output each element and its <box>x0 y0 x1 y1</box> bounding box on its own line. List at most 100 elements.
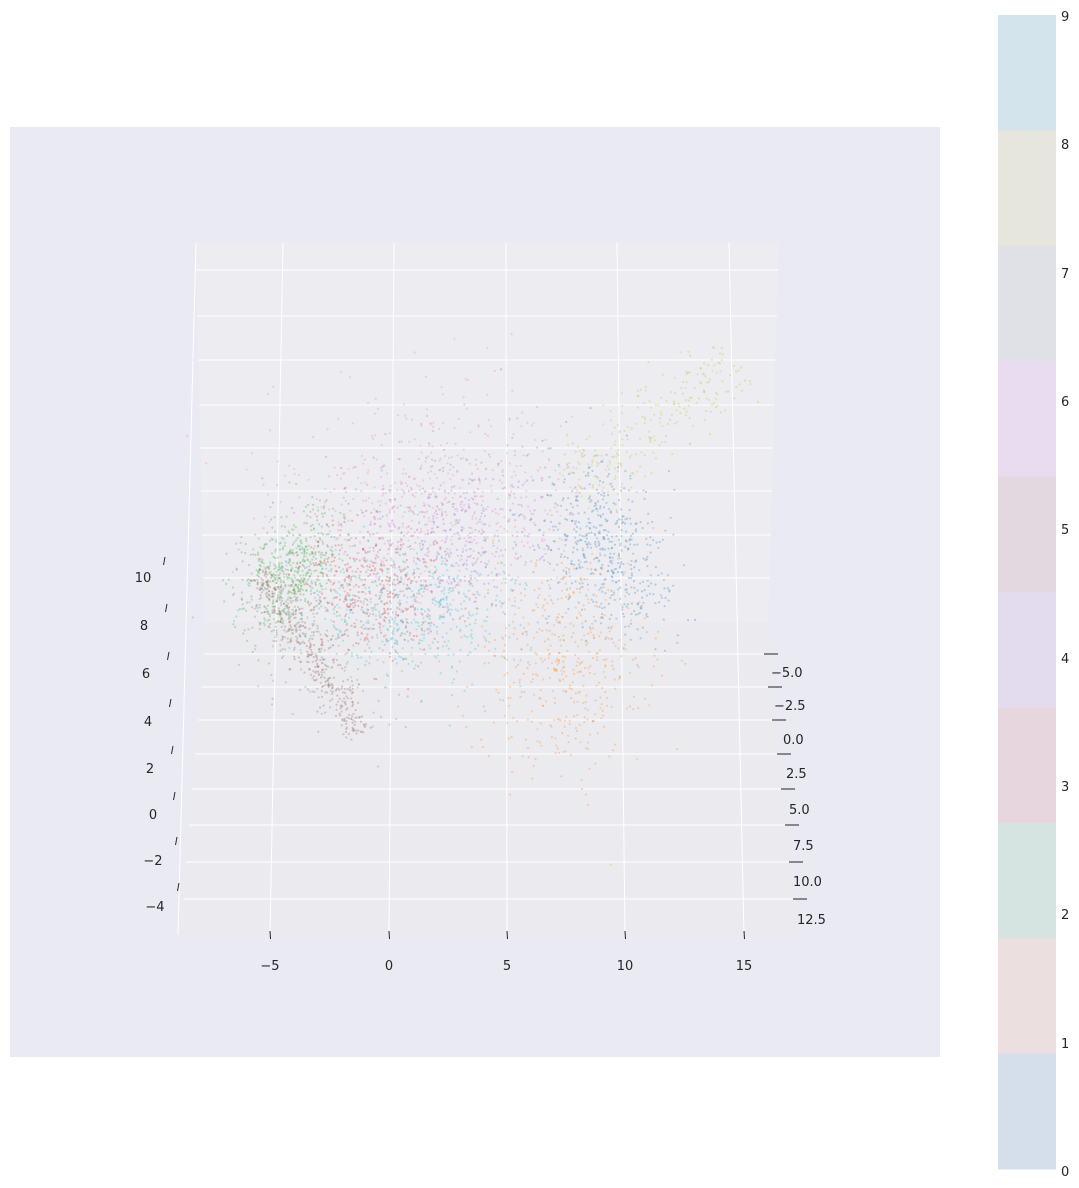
data-point <box>274 550 277 553</box>
data-point <box>351 729 354 732</box>
data-point <box>646 579 649 582</box>
data-point <box>570 511 573 514</box>
data-point <box>507 697 510 700</box>
data-point <box>643 416 646 419</box>
data-point <box>723 409 727 412</box>
data-point <box>393 642 397 645</box>
data-point <box>252 553 255 556</box>
data-point <box>283 607 286 610</box>
colorbar-label: 6 <box>1061 395 1069 410</box>
data-point <box>519 659 522 662</box>
data-point <box>578 450 581 453</box>
data-point <box>670 413 674 416</box>
data-point <box>699 366 702 369</box>
data-point <box>502 577 505 580</box>
data-point <box>512 470 516 473</box>
data-point <box>384 502 387 505</box>
data-point <box>393 563 396 566</box>
data-point <box>423 579 426 582</box>
data-point <box>473 490 476 493</box>
data-point <box>469 614 472 618</box>
data-point <box>427 471 430 474</box>
data-point <box>459 495 462 498</box>
data-point <box>388 577 392 580</box>
data-point <box>473 512 476 516</box>
colorbar-label: 9 <box>1061 10 1069 25</box>
data-point <box>521 755 524 758</box>
data-point <box>447 640 450 643</box>
data-point <box>292 553 295 557</box>
data-point <box>608 755 611 758</box>
data-point <box>369 560 373 563</box>
data-point <box>409 509 412 512</box>
data-point <box>592 720 595 723</box>
data-point <box>477 551 480 554</box>
data-point <box>435 630 439 633</box>
data-point <box>600 602 603 605</box>
data-point <box>289 599 292 602</box>
data-point <box>418 639 422 642</box>
data-point <box>278 610 281 613</box>
data-point <box>484 468 487 471</box>
data-point <box>311 660 314 664</box>
data-point <box>591 720 594 723</box>
data-point <box>302 558 305 561</box>
data-point <box>355 716 359 719</box>
data-point <box>598 605 601 608</box>
data-point <box>309 673 312 677</box>
data-point <box>300 551 303 555</box>
data-point <box>600 717 603 720</box>
data-point <box>461 478 464 481</box>
data-point <box>451 665 454 668</box>
data-point <box>608 460 611 463</box>
data-point <box>319 659 322 662</box>
data-point <box>385 673 388 676</box>
data-point <box>475 596 478 599</box>
data-point <box>618 430 621 433</box>
data-point <box>396 628 399 631</box>
data-point <box>344 620 347 623</box>
data-point <box>325 567 328 571</box>
z-tick-label: 8 <box>140 619 148 634</box>
data-point <box>299 624 302 627</box>
data-point <box>345 662 348 665</box>
data-point <box>637 394 640 398</box>
data-point <box>281 656 284 660</box>
data-point <box>298 579 302 582</box>
data-point <box>343 669 346 672</box>
data-point <box>514 552 518 555</box>
data-point <box>474 622 477 625</box>
data-point <box>631 532 634 535</box>
data-point <box>294 597 297 601</box>
data-point <box>268 564 271 567</box>
data-point <box>469 651 472 654</box>
data-point <box>405 417 408 420</box>
data-point <box>394 639 397 642</box>
data-point <box>553 669 556 672</box>
data-point <box>404 577 407 580</box>
data-point <box>485 393 489 396</box>
data-point <box>300 587 303 590</box>
data-point <box>469 582 472 585</box>
data-point <box>385 567 388 570</box>
data-point <box>333 574 336 577</box>
data-point <box>376 603 379 606</box>
data-point <box>431 641 434 644</box>
data-point <box>280 625 283 629</box>
data-point <box>576 713 579 717</box>
data-point <box>351 705 354 708</box>
data-point <box>689 354 692 358</box>
data-point <box>280 536 283 539</box>
data-point <box>592 593 595 596</box>
data-point <box>598 635 601 638</box>
data-point <box>479 554 483 557</box>
data-point <box>292 648 296 651</box>
data-point <box>320 525 323 528</box>
data-point <box>567 741 571 744</box>
data-point <box>317 670 320 673</box>
z-tick <box>177 882 180 892</box>
data-point <box>468 580 471 583</box>
data-point <box>299 582 302 585</box>
data-point <box>400 440 403 443</box>
data-point <box>594 502 597 505</box>
